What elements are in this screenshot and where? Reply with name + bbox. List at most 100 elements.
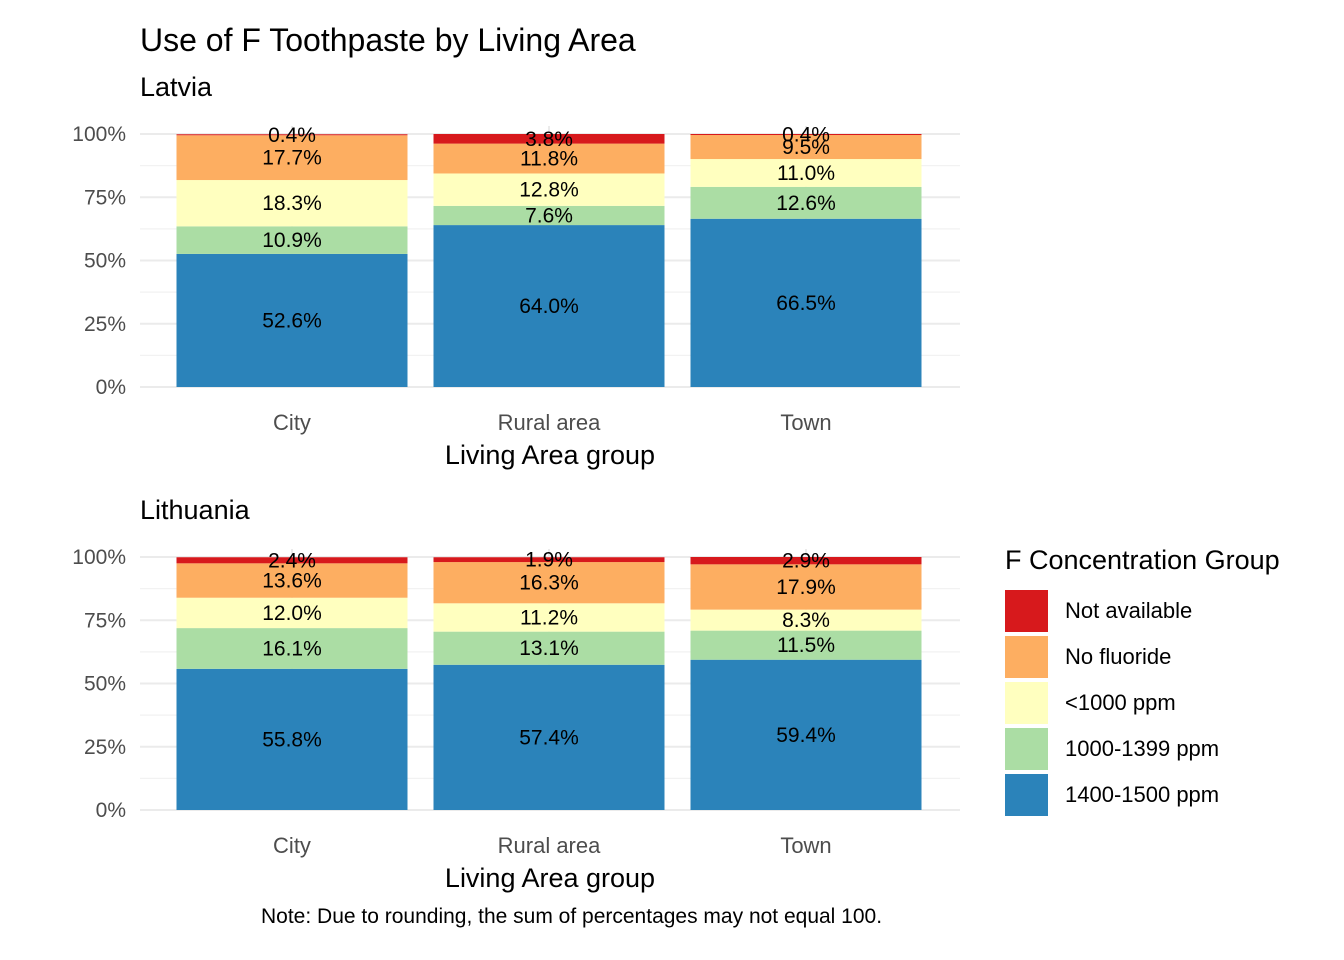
- bar-segment: [433, 603, 665, 632]
- data-label: 0.4%: [782, 124, 830, 147]
- y-tick-label: 100%: [72, 123, 126, 146]
- data-label: 2.4%: [268, 549, 316, 572]
- bar-segment: [176, 668, 408, 810]
- legend-title: F Concentration Group: [1005, 545, 1280, 575]
- bar-segment: [176, 180, 408, 227]
- data-label: 11.5%: [777, 634, 835, 657]
- bar-segment: [433, 562, 665, 604]
- bar-segment: [176, 557, 408, 564]
- data-label: 1.9%: [525, 549, 573, 572]
- bar-segment: [176, 226, 408, 254]
- data-label: 2.9%: [782, 550, 830, 573]
- bar-segment: [433, 205, 665, 226]
- bar-segment: [690, 630, 922, 660]
- legend-item-not-available: Not available: [1005, 588, 1280, 634]
- bar-segment: [433, 664, 665, 810]
- legend-item-1000-1399: 1000-1399 ppm: [1005, 726, 1280, 772]
- panel-1: 0% 25% 50% 75% 100% 55.8% 16.1% 12.0% 13.6%2.4% C…: [72, 546, 960, 893]
- y-tick-label: 0%: [96, 376, 126, 399]
- chart-title: Use of F Toothpaste by Living Area: [140, 22, 636, 58]
- legend-item-under-1000: <1000 ppm: [1005, 680, 1280, 726]
- x-tick-label: Rural area: [498, 833, 601, 858]
- legend-swatch: [1005, 636, 1048, 678]
- data-label: 12.0%: [262, 602, 322, 625]
- bar-segment: [433, 225, 665, 387]
- data-label: 52.6%: [262, 309, 322, 332]
- x-axis-title: Living Area group: [445, 440, 655, 470]
- data-label: 9.5%: [782, 136, 830, 159]
- legend-swatch: [1005, 774, 1048, 816]
- y-tick-label: 75%: [84, 609, 126, 632]
- data-label: 13.6%: [262, 570, 322, 593]
- legend-swatch: [1005, 590, 1048, 632]
- y-tick-label: 25%: [84, 313, 126, 336]
- data-label: 7.6%: [525, 204, 573, 227]
- data-label: 11.0%: [777, 162, 835, 185]
- data-label: 66.5%: [776, 292, 836, 315]
- legend-label: Not available: [1065, 598, 1193, 623]
- legend-swatch: [1005, 728, 1048, 770]
- data-label: 3.8%: [525, 128, 573, 151]
- legend-label: 1400-1500 ppm: [1065, 782, 1220, 807]
- bar-segment: [176, 563, 408, 598]
- legend-label: 1000-1399 ppm: [1065, 736, 1220, 761]
- data-label: 17.7%: [262, 147, 322, 170]
- data-label: 55.8%: [262, 728, 322, 751]
- y-tick-label: 50%: [84, 673, 126, 696]
- bar-segment: [433, 134, 665, 144]
- panel-title-latvia: Latvia: [140, 72, 213, 102]
- data-label: 16.3%: [519, 572, 579, 595]
- x-tick-label: Rural area: [498, 410, 601, 435]
- data-label: 57.4%: [519, 726, 579, 749]
- data-label: 8.3%: [782, 609, 830, 632]
- data-label: 18.3%: [262, 192, 322, 215]
- legend-label: <1000 ppm: [1065, 690, 1176, 715]
- bar-segment: [176, 628, 408, 669]
- data-label: 10.9%: [262, 229, 322, 252]
- data-label: 12.8%: [519, 179, 579, 202]
- bar-segment: [433, 631, 665, 665]
- data-label: 17.9%: [776, 576, 836, 599]
- data-label: 13.1%: [519, 637, 579, 660]
- bar-segment: [690, 659, 922, 810]
- bar-segment: [433, 557, 665, 563]
- bar-segment: [690, 218, 922, 387]
- caption-note: Note: Due to rounding, the sum of percen…: [261, 905, 883, 928]
- x-tick-label: City: [273, 410, 311, 435]
- legend-item-no-fluoride: No fluoride: [1005, 634, 1280, 680]
- bar-segment: [690, 557, 922, 565]
- bar-segment: [690, 135, 922, 160]
- legend-item-1400-1500: 1400-1500 ppm: [1005, 772, 1280, 818]
- data-label: 64.0%: [519, 295, 579, 318]
- y-tick-label: 50%: [84, 250, 126, 273]
- bar-segment: [690, 134, 922, 136]
- x-tick-label: City: [273, 833, 311, 858]
- data-label: 11.2%: [520, 606, 578, 629]
- data-label: 0.4%: [268, 124, 316, 147]
- x-axis-title: Living Area group: [445, 863, 655, 893]
- bar-segment: [176, 253, 408, 387]
- bar-segment: [690, 564, 922, 610]
- x-tick-label: Town: [780, 833, 831, 858]
- bar-segment: [690, 159, 922, 187]
- data-label: 59.4%: [776, 724, 836, 747]
- legend: F Concentration Group Not available No f…: [1005, 545, 1280, 818]
- bar-segment: [690, 609, 922, 631]
- bar-segment: [433, 173, 665, 206]
- panel-title-lithuania: Lithuania: [140, 495, 250, 525]
- y-tick-label: 0%: [96, 799, 126, 822]
- legend-swatch: [1005, 682, 1048, 724]
- bar-segment: [176, 597, 408, 629]
- data-label: 16.1%: [262, 637, 322, 660]
- panel-0: 0%25%50%75%100%52.6%10.9%18.3%17.7%0.4%C…: [72, 123, 960, 470]
- data-label: 12.6%: [776, 192, 836, 215]
- data-label: 11.8%: [520, 148, 578, 171]
- x-tick-label: Town: [780, 410, 831, 435]
- bar-segment: [176, 135, 408, 181]
- bar-segment: [176, 134, 408, 136]
- bar-segment: [433, 143, 665, 174]
- bar-segment: [690, 186, 922, 219]
- y-tick-label: 75%: [84, 186, 126, 209]
- y-tick-label: 25%: [84, 736, 126, 759]
